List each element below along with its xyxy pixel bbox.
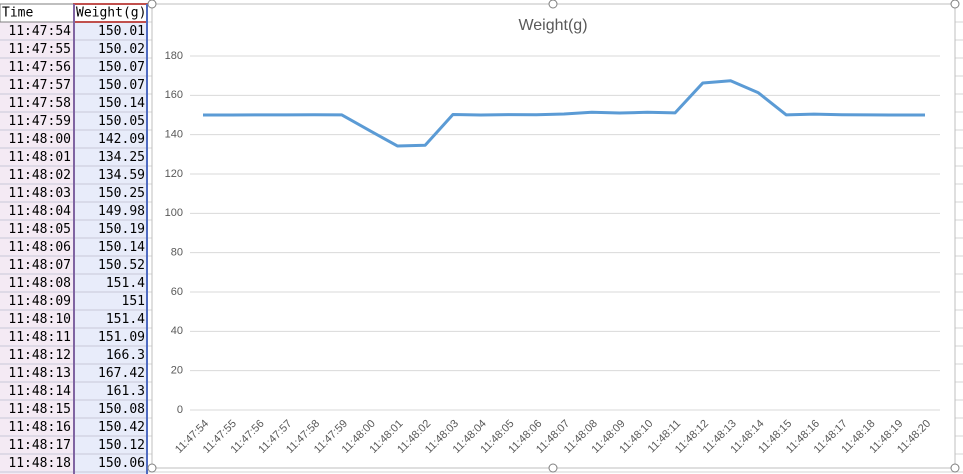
weight-cell: 150.25 <box>98 186 145 201</box>
weight-cell: 150.14 <box>98 240 145 255</box>
time-cell: 11:48:08 <box>8 276 71 291</box>
column-header: Time <box>2 6 33 21</box>
y-tick-label: 180 <box>165 50 183 62</box>
time-cell: 11:48:16 <box>8 420 71 435</box>
time-cell: 11:48:04 <box>8 204 71 219</box>
time-cell: 11:48:18 <box>8 456 71 471</box>
weight-column-bg <box>74 22 148 474</box>
resize-handle <box>950 463 960 473</box>
resize-handle <box>147 463 157 473</box>
weight-cell: 150.14 <box>98 96 145 111</box>
time-cell: 11:47:58 <box>8 96 71 111</box>
time-cell: 11:47:59 <box>8 114 71 129</box>
resize-handle <box>548 0 558 9</box>
weight-cell: 134.25 <box>98 150 145 165</box>
y-tick-label: 40 <box>171 325 183 337</box>
time-cell: 11:48:14 <box>8 384 71 399</box>
time-cell: 11:48:13 <box>8 366 71 381</box>
y-tick-label: 60 <box>171 286 183 298</box>
weight-cell: 142.09 <box>98 132 145 147</box>
time-cell: 11:47:57 <box>8 78 71 93</box>
weight-cell: 150.07 <box>98 60 145 75</box>
weight-cell: 166.3 <box>106 348 145 363</box>
weight-cell: 150.42 <box>98 420 145 435</box>
y-tick-label: 80 <box>171 247 183 259</box>
resize-handle <box>950 0 960 9</box>
y-tick-label: 160 <box>165 89 183 101</box>
weight-cell: 151 <box>122 294 145 309</box>
time-cell: 11:48:10 <box>8 312 71 327</box>
weight-cell: 150.52 <box>98 258 145 273</box>
time-cell: 11:48:11 <box>8 330 71 345</box>
weight-cell: 150.01 <box>98 24 145 39</box>
weight-cell: 149.98 <box>98 204 145 219</box>
time-cell: 11:48:07 <box>8 258 71 273</box>
time-cell: 11:48:02 <box>8 168 71 183</box>
weight-cell: 134.59 <box>98 168 145 183</box>
data-line <box>202 79 925 148</box>
weight-cell: 161.3 <box>106 384 145 399</box>
weight-cell: 150.05 <box>98 114 145 129</box>
time-cell: 11:48:03 <box>8 186 71 201</box>
weight-cell: 150.19 <box>98 222 145 237</box>
table: Time Weight(g) 11:47:54 150.01 11:47:55 150.0… <box>0 3 148 474</box>
weight-cell: 151.09 <box>98 330 145 345</box>
column-header: Weight(g) <box>76 6 146 21</box>
y-tick-label: 20 <box>171 365 183 377</box>
time-cell: 11:48:00 <box>8 132 71 147</box>
weight-cell: 150.08 <box>98 402 145 417</box>
weight-cell: 151.4 <box>106 276 145 291</box>
y-tick-label: 100 <box>165 207 183 219</box>
time-cell: 11:48:15 <box>8 402 71 417</box>
weight-cell: 151.4 <box>106 312 145 327</box>
y-tick-label: 120 <box>165 168 183 180</box>
time-cell: 11:47:56 <box>8 60 71 75</box>
time-cell: 11:48:05 <box>8 222 71 237</box>
chart-area[interactable] <box>151 3 956 469</box>
resize-handle <box>548 463 558 473</box>
weight-cell: 150.06 <box>98 456 145 471</box>
chart-title: Weight(g) <box>518 17 587 34</box>
weight-cell: 150.07 <box>98 78 145 93</box>
time-cell: 11:48:01 <box>8 150 71 165</box>
time-cell: 11:47:54 <box>8 24 71 39</box>
time-cell: 11:48:17 <box>8 438 71 453</box>
time-cell: 11:48:06 <box>8 240 71 255</box>
y-tick-label: 140 <box>165 129 183 141</box>
weight-cell: 150.02 <box>98 42 145 57</box>
y-tick-label: 0 <box>177 404 183 416</box>
weight-cell: 150.12 <box>98 438 145 453</box>
time-column-bg <box>0 22 74 474</box>
time-cell: 11:48:09 <box>8 294 71 309</box>
time-cell: 11:47:55 <box>8 42 71 57</box>
resize-handle <box>147 0 157 9</box>
weight-cell: 167.42 <box>98 366 145 381</box>
time-cell: 11:48:12 <box>8 348 71 363</box>
